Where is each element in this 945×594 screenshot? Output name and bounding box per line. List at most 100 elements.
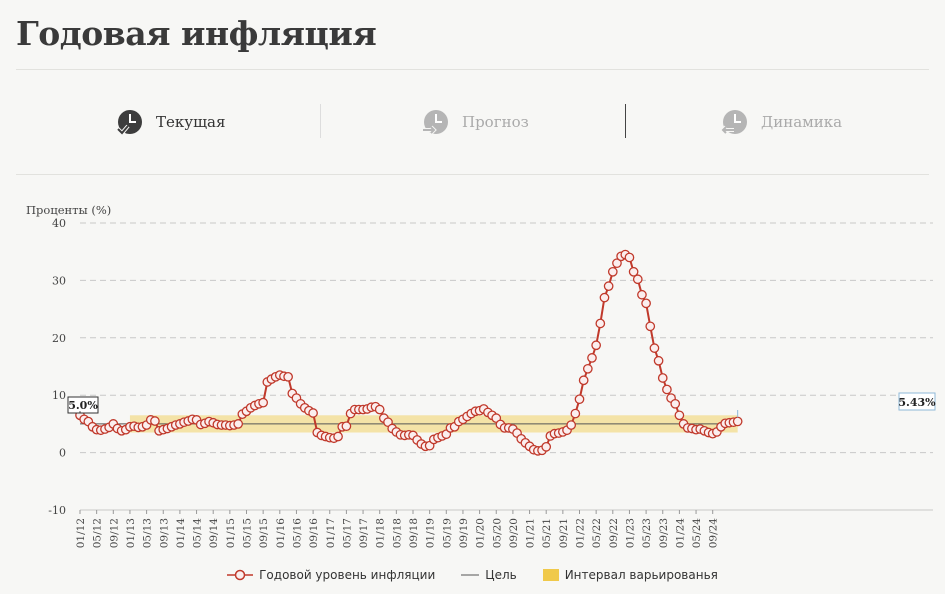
legend: Годовой уровень инфляции Цель Интервал в… xyxy=(0,568,945,582)
x-tick-label: 09/16 xyxy=(308,518,320,549)
y-tick-label: 20 xyxy=(52,332,66,345)
tab-divider xyxy=(320,104,321,138)
grid-lines xyxy=(80,222,933,511)
x-tick-label: 01/16 xyxy=(275,518,287,549)
tab-divider xyxy=(625,104,626,138)
x-tick-label: 09/24 xyxy=(708,518,720,549)
x-tick-label: 05/20 xyxy=(491,518,503,548)
inflation-point xyxy=(374,404,385,415)
inflation-point xyxy=(233,419,244,429)
y-axis-label: Проценты (%) xyxy=(26,203,111,217)
first-value-label: 5.0% xyxy=(68,399,98,412)
x-tick-label: 01/13 xyxy=(125,518,137,548)
inflation-point xyxy=(607,266,618,277)
x-tick-label: 01/19 xyxy=(425,518,437,548)
tab-forecast-label: Прогноз xyxy=(462,113,529,131)
y-tick-label: -10 xyxy=(48,504,66,517)
legend-item-inflation[interactable]: Годовой уровень инфляции xyxy=(227,568,435,582)
inflation-point xyxy=(637,289,647,300)
header-divider xyxy=(16,69,929,70)
x-tick-label: 05/18 xyxy=(391,518,403,548)
inflation-point xyxy=(587,353,597,363)
tab-current-label: Текущая xyxy=(156,113,226,131)
inflation-point xyxy=(645,321,656,332)
legend-label-band: Интервал варьированья xyxy=(564,568,718,582)
inflation-point xyxy=(603,281,614,291)
inflation-point xyxy=(628,266,639,277)
x-tick-label: 09/20 xyxy=(508,518,520,548)
inflation-point xyxy=(591,340,602,351)
inflation-point xyxy=(283,371,293,382)
inflation-point xyxy=(541,442,552,452)
legend-item-band[interactable]: Интервал варьированья xyxy=(542,568,718,582)
inflation-point xyxy=(150,416,160,426)
legend-target-line-icon xyxy=(461,574,480,576)
x-tick-label: 09/22 xyxy=(608,518,620,548)
x-tick-label: 09/12 xyxy=(108,518,120,548)
inflation-point xyxy=(632,274,643,285)
inflation-point xyxy=(649,343,660,353)
x-tick-label: 01/15 xyxy=(225,518,237,548)
x-tick-label: 01/20 xyxy=(475,518,487,548)
x-tick-label: 05/13 xyxy=(142,518,154,548)
x-tick-label: 05/16 xyxy=(291,518,303,549)
x-tick-label: 01/23 xyxy=(624,518,636,548)
inflation-point xyxy=(570,408,581,419)
x-tick-labels: 01/12 05/12 09/12 01/13 05/13 09/13 01/14 05/14… xyxy=(75,510,720,548)
inflation-point xyxy=(641,298,651,309)
x-tick-label: 05/15 xyxy=(242,518,254,548)
inflation-point xyxy=(653,355,664,366)
x-tick-label: 05/24 xyxy=(691,518,703,549)
x-tick-label: 01/24 xyxy=(674,518,686,549)
tab-dynamics[interactable]: Динамика xyxy=(721,94,842,150)
x-tick-label: 05/19 xyxy=(441,518,453,548)
inflation-point xyxy=(574,394,585,405)
tab-forecast[interactable]: Прогноз xyxy=(422,94,529,150)
inflation-point xyxy=(662,384,672,395)
x-tick-label: 05/17 xyxy=(341,518,353,548)
clock-arrow-forward-icon xyxy=(423,110,448,135)
first-value-box xyxy=(67,396,99,414)
y-tick-label: 0 xyxy=(59,447,66,460)
page-title: Годовая инфляция xyxy=(16,14,377,53)
x-tick-label: 01/14 xyxy=(175,518,187,549)
inflation-point xyxy=(333,431,343,442)
y-tick-label: 40 xyxy=(52,217,66,230)
callout-labels: 5.0% 5.43% xyxy=(67,392,936,418)
legend-label-inflation: Годовой уровень инфляции xyxy=(259,568,436,582)
x-tick-label: 05/14 xyxy=(192,518,204,549)
y-tick-label: 10 xyxy=(52,389,66,402)
tabs-divider xyxy=(16,174,929,175)
inflation-point xyxy=(599,292,610,303)
legend-item-target[interactable]: Цель xyxy=(461,568,517,582)
y-tick-labels: -10 0 10 20 30 40 xyxy=(48,217,66,517)
x-tick-label: 09/19 xyxy=(458,518,470,548)
x-tick-label: 09/13 xyxy=(158,518,170,548)
inflation-point xyxy=(258,397,268,408)
x-tick-label: 09/18 xyxy=(408,518,420,548)
legend-line-marker-icon xyxy=(227,569,254,581)
inflation-point xyxy=(595,318,606,329)
x-tick-label: 01/18 xyxy=(375,518,387,548)
inflation-point xyxy=(341,421,352,432)
inflation-point xyxy=(578,375,589,386)
x-tick-label: 01/21 xyxy=(525,518,537,548)
inflation-point xyxy=(612,258,622,269)
inflation-point xyxy=(674,410,685,421)
inflation-series xyxy=(75,249,743,456)
legend-label-target: Цель xyxy=(485,568,517,582)
x-tick-label: 01/22 xyxy=(575,518,587,548)
inflation-point xyxy=(657,373,668,383)
y-tick-label: 30 xyxy=(52,274,66,287)
inflation-point xyxy=(732,416,743,427)
x-tick-label: 01/17 xyxy=(325,518,337,548)
x-tick-label: 05/21 xyxy=(541,518,553,548)
x-tick-label: 09/14 xyxy=(208,518,220,549)
clock-check-icon xyxy=(116,110,142,136)
x-tick-label: 09/23 xyxy=(658,518,670,548)
tab-current[interactable]: Текущая xyxy=(116,94,225,150)
inflation-point xyxy=(624,252,635,263)
inflation-point xyxy=(308,408,318,418)
inflation-point xyxy=(566,420,577,430)
